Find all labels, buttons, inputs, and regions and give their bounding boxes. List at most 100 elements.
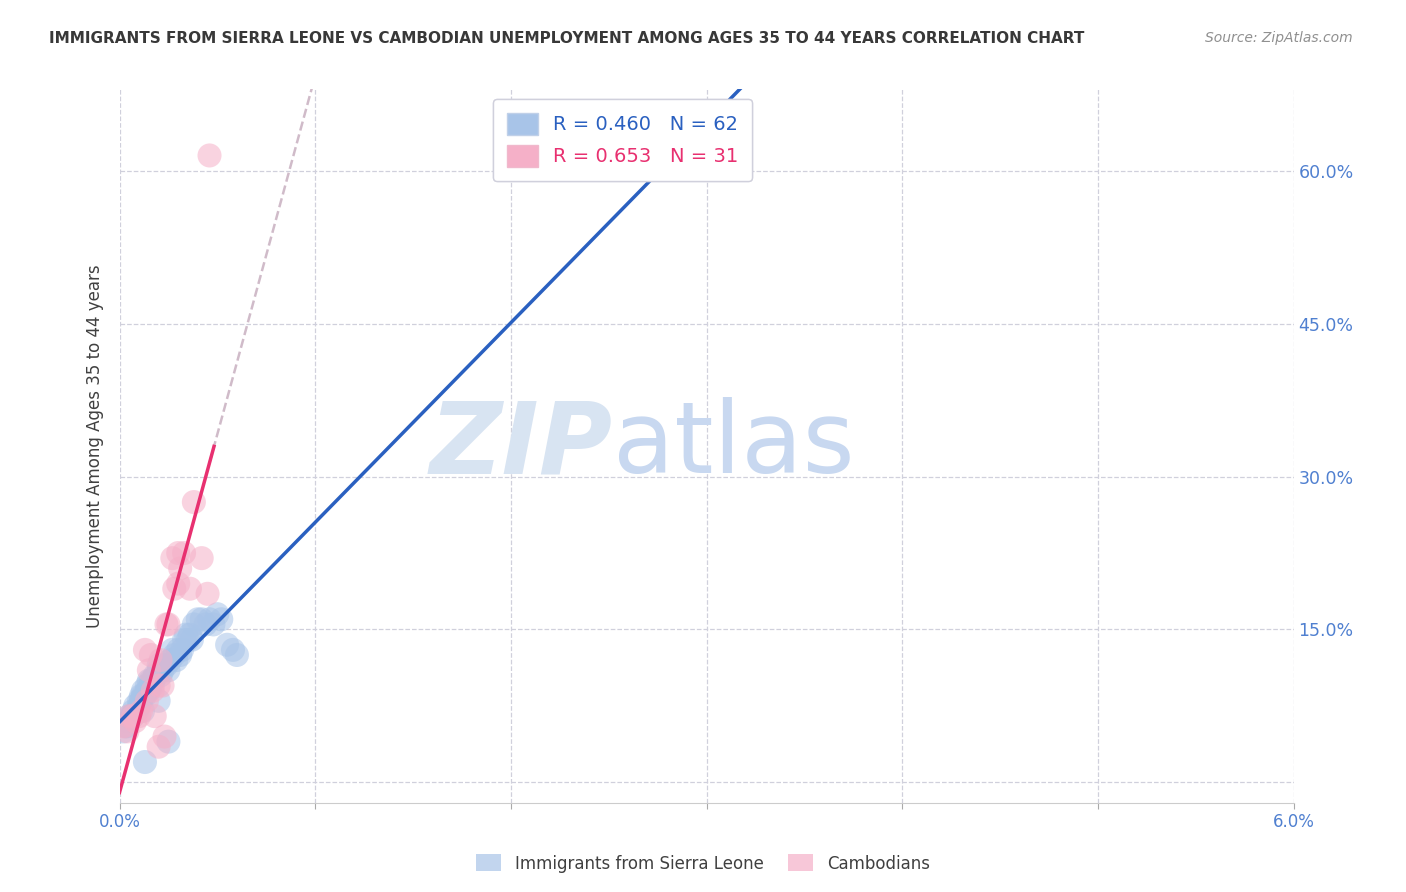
Point	[142, 673, 165, 688]
Text: Source: ZipAtlas.com: Source: ZipAtlas.com	[1205, 31, 1353, 45]
Point	[148, 694, 170, 708]
Point	[129, 689, 152, 703]
Point	[163, 582, 186, 596]
Point	[128, 694, 150, 708]
Point	[143, 668, 166, 682]
Point	[169, 561, 191, 575]
Point	[183, 495, 205, 509]
Point	[225, 648, 249, 662]
Point	[117, 714, 139, 729]
Point	[112, 724, 135, 739]
Text: IMMIGRANTS FROM SIERRA LEONE VS CAMBODIAN UNEMPLOYMENT AMONG AGES 35 TO 44 YEARS: IMMIGRANTS FROM SIERRA LEONE VS CAMBODIA…	[49, 31, 1084, 46]
Legend: Immigrants from Sierra Leone, Cambodians: Immigrants from Sierra Leone, Cambodians	[470, 847, 936, 880]
Point	[132, 689, 155, 703]
Point	[145, 668, 167, 682]
Point	[122, 709, 145, 723]
Point	[190, 551, 212, 566]
Point	[132, 683, 155, 698]
Point	[173, 546, 195, 560]
Point	[153, 730, 176, 744]
Point	[142, 683, 165, 698]
Point	[163, 648, 186, 662]
Text: atlas: atlas	[613, 398, 855, 494]
Point	[153, 658, 176, 673]
Point	[138, 673, 160, 688]
Point	[148, 658, 170, 673]
Point	[149, 668, 172, 682]
Point	[194, 617, 217, 632]
Point	[114, 719, 136, 733]
Point	[177, 632, 200, 647]
Point	[157, 734, 180, 748]
Point	[198, 148, 221, 162]
Point	[149, 653, 172, 667]
Point	[134, 643, 156, 657]
Point	[157, 617, 180, 632]
Point	[157, 663, 180, 677]
Point	[187, 612, 209, 626]
Point	[118, 709, 141, 723]
Point	[167, 576, 190, 591]
Point	[148, 679, 170, 693]
Point	[129, 704, 152, 718]
Point	[217, 638, 239, 652]
Point	[197, 587, 219, 601]
Point	[167, 546, 190, 560]
Point	[129, 694, 152, 708]
Point	[134, 689, 156, 703]
Point	[148, 739, 170, 754]
Point	[139, 679, 162, 693]
Point	[124, 714, 146, 729]
Point	[112, 719, 135, 733]
Point	[172, 643, 194, 657]
Point	[122, 709, 145, 723]
Point	[162, 551, 184, 566]
Point	[127, 704, 149, 718]
Point	[122, 704, 145, 718]
Point	[165, 653, 187, 667]
Point	[152, 679, 174, 693]
Point	[117, 724, 139, 739]
Point	[222, 643, 245, 657]
Point	[132, 704, 155, 718]
Point	[148, 663, 170, 677]
Y-axis label: Unemployment Among Ages 35 to 44 years: Unemployment Among Ages 35 to 44 years	[86, 264, 104, 628]
Point	[198, 612, 221, 626]
Point	[202, 617, 225, 632]
Point	[135, 679, 157, 693]
Point	[143, 709, 166, 723]
Point	[138, 663, 160, 677]
Point	[167, 643, 190, 657]
Legend: R = 0.460   N = 62, R = 0.653   N = 31: R = 0.460 N = 62, R = 0.653 N = 31	[494, 99, 752, 181]
Point	[209, 612, 232, 626]
Point	[179, 627, 201, 641]
Point	[207, 607, 229, 622]
Point	[152, 663, 174, 677]
Point	[128, 709, 150, 723]
Point	[134, 755, 156, 769]
Point	[118, 709, 141, 723]
Point	[135, 683, 157, 698]
Text: ZIP: ZIP	[430, 398, 613, 494]
Point	[183, 617, 205, 632]
Point	[117, 719, 139, 733]
Point	[135, 694, 157, 708]
Point	[190, 612, 212, 626]
Point	[169, 648, 191, 662]
Point	[138, 683, 160, 698]
Point	[162, 643, 184, 657]
Point	[128, 698, 150, 713]
Point	[155, 617, 177, 632]
Point	[124, 698, 146, 713]
Point	[179, 582, 201, 596]
Point	[180, 632, 202, 647]
Point	[118, 714, 141, 729]
Point	[120, 709, 142, 723]
Point	[142, 679, 165, 693]
Point	[139, 648, 162, 662]
Point	[139, 673, 162, 688]
Point	[155, 658, 177, 673]
Point	[174, 627, 197, 641]
Point	[173, 632, 195, 647]
Point	[159, 653, 181, 667]
